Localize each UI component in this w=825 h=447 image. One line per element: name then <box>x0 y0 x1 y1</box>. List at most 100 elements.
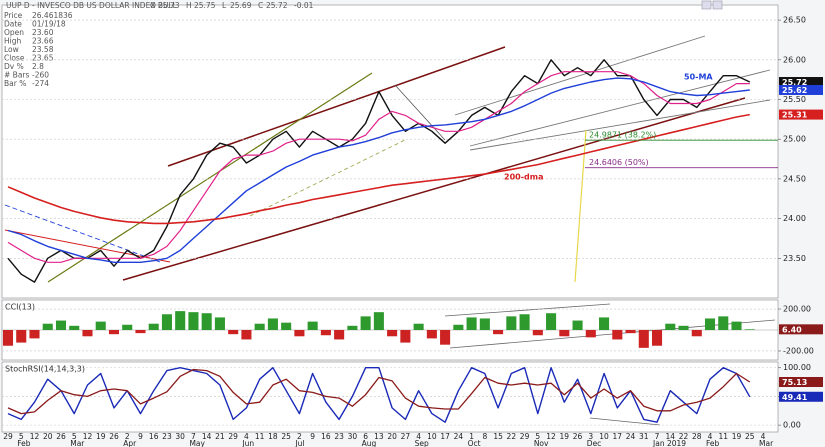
x-tick-label: 22 <box>679 432 689 441</box>
x-tick-label: 20 <box>43 432 53 441</box>
x-tick-label: 4 <box>761 432 766 441</box>
x-tick-label: 6 <box>363 432 368 441</box>
x-tick-label: 2 <box>297 432 302 441</box>
cci-bar <box>55 320 67 330</box>
cci-bar <box>387 330 398 337</box>
quote-item: -0.01 <box>294 1 314 10</box>
x-tick-label: 29 <box>228 432 238 441</box>
quote-item: H <box>186 1 192 10</box>
cci-bar <box>546 313 557 330</box>
x-tick-label: 19 <box>732 432 742 441</box>
cci-bar <box>175 311 186 330</box>
x-tick-label: 27 <box>401 432 411 441</box>
quote-item: 25.72 <box>266 1 288 10</box>
trendline <box>4 204 161 263</box>
cci-bar <box>320 330 331 336</box>
month-label: Nov <box>534 439 549 447</box>
cci-bar <box>95 321 106 330</box>
month-label: Sep <box>415 439 429 447</box>
trendline <box>469 69 771 147</box>
cci-bar <box>2 330 14 346</box>
cci-bar <box>665 323 676 330</box>
y-tick-label: 0.00 <box>783 421 801 430</box>
x-tick-label: 26 <box>573 432 583 441</box>
x-tick-label: 25 <box>745 432 755 441</box>
info-label: High <box>4 37 21 46</box>
header: UUP D - INVESCO DB US DOLLAR INDEX BULL … <box>4 1 314 88</box>
info-label: Dv % <box>4 62 24 71</box>
x-tick-label: 2 <box>125 432 130 441</box>
info-value: 23.65 <box>32 54 54 63</box>
cci-bar <box>532 330 543 336</box>
quote-item: 25.75 <box>194 1 216 10</box>
x-tick-label: 4 <box>708 432 713 441</box>
x-tick-label: 30 <box>348 432 358 441</box>
x-tick-label: 11 <box>718 432 728 441</box>
y-tick-label: 23.50 <box>783 254 806 263</box>
info-block: Price 26.461836 Date 01/19/18 Open 23.60 High 2… <box>4 11 73 88</box>
x-tick-label: 12 <box>30 432 40 441</box>
x-tick-label: 14 <box>202 432 212 441</box>
cci-bar <box>599 317 610 330</box>
month-label: Mar <box>759 439 774 447</box>
value-tag <box>779 77 823 88</box>
info-value: 23.58 <box>32 45 54 54</box>
cci-bar <box>122 324 133 330</box>
month-label: Jun <box>241 439 254 447</box>
x-tick-label: 29 <box>3 432 13 441</box>
cci-bar <box>506 316 517 330</box>
cci-bar <box>678 325 689 330</box>
cci-bar <box>519 314 530 330</box>
cci-bar <box>612 330 623 340</box>
month-label: Apr <box>123 439 137 447</box>
x-tick-label: 20 <box>387 432 397 441</box>
value-tag <box>779 377 823 388</box>
trendline <box>167 46 506 167</box>
cci-bar <box>652 330 663 346</box>
x-tick-label: 13 <box>374 432 384 441</box>
info-label: Open <box>4 28 24 37</box>
trendline <box>469 99 771 151</box>
value-tag-label: 49.41 <box>782 393 808 402</box>
cci-bar <box>466 317 477 330</box>
x-tick-label: 30 <box>175 432 185 441</box>
cci-bar <box>16 330 27 343</box>
cci-bar <box>135 330 146 334</box>
y-tick-label: 24.50 <box>783 174 806 183</box>
x-tick-label: 10 <box>427 432 437 441</box>
cci-bar <box>294 330 305 337</box>
info-label: # Bars <box>4 71 29 80</box>
series-line <box>7 77 750 263</box>
x-tick-label: 7 <box>655 432 660 441</box>
x-tick-label: 15 <box>493 432 503 441</box>
cci-bar <box>704 318 716 330</box>
series-line <box>7 113 750 225</box>
x-tick-label: 4 <box>244 432 249 441</box>
x-tick-label: 9 <box>138 432 143 441</box>
trendline <box>394 84 446 141</box>
y-tick-label: -200.00 <box>783 346 814 355</box>
cci-bar <box>228 330 239 335</box>
trendline <box>444 303 611 317</box>
cci-bar <box>82 330 93 337</box>
x-tick-label: 17 <box>613 432 623 441</box>
cci-bar <box>360 316 371 330</box>
cci-bar <box>241 330 252 340</box>
toolbar-button[interactable] <box>701 0 712 10</box>
quote-item: O <box>150 1 156 10</box>
y-tick-label: 24.00 <box>783 214 806 223</box>
cci-bar <box>718 316 729 330</box>
cci-bar <box>42 323 53 330</box>
info-value: 01/19/18 <box>32 20 66 29</box>
trendlines <box>4 35 776 426</box>
x-tick-label: 18 <box>268 432 278 441</box>
info-value: 26.461836 <box>32 11 73 20</box>
cci-bar <box>188 312 199 330</box>
toolbar-button[interactable] <box>712 0 723 10</box>
value-tag-label: 75.13 <box>782 378 807 387</box>
cci-bar <box>148 323 159 330</box>
quote-row: O 25.73 H 25.75 L 25.69 C 25.72 -0.01 <box>150 1 314 10</box>
x-tick-label: 5 <box>19 432 24 441</box>
